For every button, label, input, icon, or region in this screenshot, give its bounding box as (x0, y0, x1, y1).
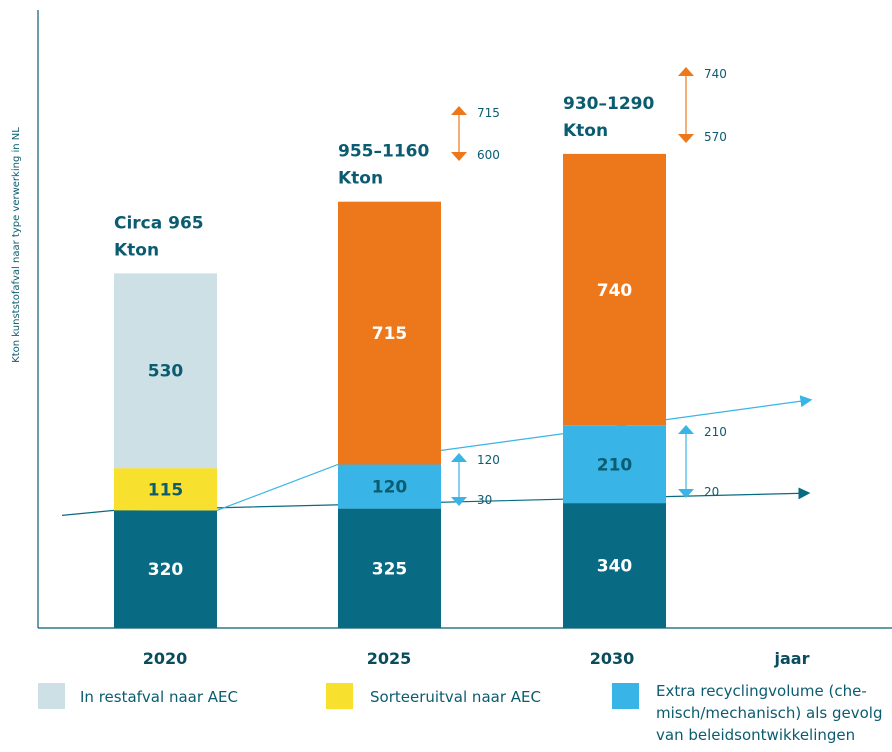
bar-value-label-2020-0: 320 (148, 560, 184, 580)
trend-line-light (216, 395, 813, 511)
range-low-label: 30 (477, 493, 492, 507)
legend-swatch-restafval (38, 683, 65, 709)
x-tick-label-2030: 2030 (590, 649, 635, 668)
range-indicator-2025-2: 120 30 (451, 453, 500, 507)
range-high-label: 120 (477, 453, 500, 467)
range-indicator-2030-3: 210 20 (678, 425, 727, 499)
range-arrow-up (451, 106, 467, 115)
range-high-label: 210 (704, 425, 727, 439)
bar-segment-2020-1 (114, 468, 217, 511)
bar-segment-2025-0 (338, 508, 441, 628)
legend-swatch-recycling (612, 683, 639, 709)
total-label-2025-line-2: Kton (338, 169, 383, 189)
range-indicators: 715 600 740 570 120 30 210 20 (451, 67, 727, 507)
range-arrow-down (678, 489, 694, 498)
range-indicator-2030-1: 740 570 (678, 67, 727, 144)
bar-segment-2020-0 (114, 510, 217, 628)
range-arrow-up (678, 67, 694, 76)
bar-segment-2025-3 (338, 464, 441, 509)
range-low-label: 570 (704, 130, 727, 144)
bar-value-label-2025-3: 120 (372, 478, 408, 498)
x-tick-label-2025: 2025 (367, 649, 412, 668)
total-label-2020-line-2: Kton (114, 240, 159, 260)
range-high-label: 740 (704, 67, 727, 81)
x-tick-label-2020: 2020 (143, 649, 188, 668)
total-label-2030-line-1: 930–1290 (563, 94, 654, 114)
bar-value-label-2020-2: 530 (148, 362, 184, 382)
bar-value-label-2030-0: 340 (597, 557, 633, 577)
range-arrow-down (451, 497, 467, 506)
bar-value-label-2030-3: 210 (597, 456, 633, 476)
range-arrow-down (451, 152, 467, 161)
range-high-label: 715 (477, 106, 500, 120)
bars: 320 325 340 115 530 120 210 715 740 (114, 153, 666, 629)
bar-segment-2025-4 (338, 201, 441, 465)
bar-segment-2020-2 (114, 273, 217, 469)
bar-value-label-2025-0: 325 (372, 559, 408, 579)
legend-label-recycling-line-1: Extra recyclingvolume (che- (656, 682, 867, 700)
legend-label-sorteeruitval: Sorteeruitval naar AEC (370, 688, 541, 706)
total-label-2030-line-2: Kton (563, 121, 608, 141)
range-arrow-down (678, 134, 694, 143)
range-arrow-up (678, 425, 694, 434)
total-label-2020-line-1: Circa 965 (114, 213, 204, 233)
x-axis-label: jaar (774, 649, 810, 668)
bar-segment-2030-3 (563, 425, 666, 504)
y-axis-label: Kton kunststofafval naar type verwerking… (11, 127, 22, 363)
bar-value-label-2030-4: 740 (597, 281, 633, 301)
range-indicator-2025-0: 715 600 (451, 106, 500, 162)
legend-label-restafval: In restafval naar AEC (80, 688, 238, 706)
total-labels: Circa 965 Kton 955–1160 Kton 930–1290 Kton (114, 94, 654, 260)
range-arrow-up (451, 453, 467, 462)
range-low-label: 20 (704, 485, 719, 499)
legend: In restafval naar AEC Sorteeruitval naar… (38, 682, 883, 744)
bar-value-label-2020-1: 115 (148, 480, 184, 500)
bar-segment-2030-4 (563, 153, 666, 426)
range-low-label: 600 (477, 148, 500, 162)
total-label-2025-line-1: 955–1160 (338, 142, 429, 162)
x-axis-labels: 2020 2025 2030 jaar (143, 649, 810, 668)
legend-swatch-sorteeruitval (326, 683, 353, 709)
bar-segment-2030-0 (563, 503, 666, 629)
bar-value-label-2025-4: 715 (372, 324, 408, 344)
legend-label-recycling-line-2: misch/mechanisch) als gevolg (656, 704, 883, 722)
legend-label-recycling-line-3: van beleidsontwikkelingen (656, 726, 855, 744)
